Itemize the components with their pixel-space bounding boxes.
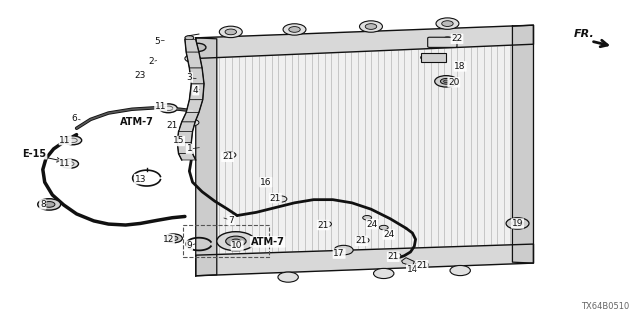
FancyBboxPatch shape (428, 37, 457, 47)
Polygon shape (182, 112, 199, 122)
Circle shape (442, 21, 453, 27)
Circle shape (189, 43, 206, 52)
Text: 21: 21 (356, 236, 367, 245)
Circle shape (217, 232, 255, 251)
Text: 2: 2 (148, 57, 154, 66)
Text: 17: 17 (333, 249, 345, 258)
Polygon shape (185, 39, 199, 52)
Polygon shape (513, 25, 534, 263)
Text: 8: 8 (40, 200, 45, 209)
Circle shape (220, 26, 243, 38)
Polygon shape (401, 258, 414, 266)
Text: 24: 24 (383, 230, 394, 239)
Circle shape (185, 36, 194, 40)
Text: 21: 21 (388, 252, 399, 261)
Circle shape (420, 54, 433, 61)
Circle shape (164, 234, 182, 243)
Text: 21: 21 (317, 220, 329, 229)
Text: 14: 14 (406, 265, 418, 274)
Text: 21: 21 (269, 194, 281, 203)
Circle shape (363, 215, 372, 220)
Text: 23: 23 (134, 71, 146, 80)
Text: 1: 1 (186, 144, 192, 153)
Circle shape (435, 76, 458, 87)
Circle shape (512, 220, 524, 226)
Bar (183, 225, 269, 257)
Circle shape (159, 104, 177, 113)
Text: 21: 21 (222, 152, 234, 161)
Text: 19: 19 (512, 219, 524, 228)
Circle shape (289, 27, 300, 32)
Circle shape (38, 199, 61, 210)
Polygon shape (179, 154, 196, 160)
Polygon shape (177, 142, 193, 154)
Circle shape (388, 252, 401, 259)
Polygon shape (186, 52, 202, 68)
Circle shape (278, 272, 298, 282)
Circle shape (232, 239, 241, 244)
Text: 11: 11 (60, 135, 71, 145)
Text: 3: 3 (186, 73, 192, 82)
Circle shape (506, 218, 529, 229)
Circle shape (223, 152, 236, 158)
Circle shape (440, 78, 452, 84)
Polygon shape (186, 100, 203, 112)
Text: 22: 22 (451, 34, 463, 43)
Circle shape (415, 261, 428, 268)
Polygon shape (177, 132, 193, 142)
Text: 10: 10 (232, 241, 243, 250)
Text: E-15: E-15 (22, 149, 47, 159)
Circle shape (365, 24, 377, 29)
Circle shape (169, 236, 178, 241)
Circle shape (186, 119, 199, 126)
Circle shape (334, 245, 353, 255)
Text: FR.: FR. (574, 29, 595, 39)
Text: 9: 9 (186, 241, 192, 250)
Polygon shape (189, 68, 204, 84)
Text: TX64B0510: TX64B0510 (581, 302, 629, 311)
Polygon shape (196, 38, 217, 276)
Text: 15: 15 (173, 136, 184, 146)
Polygon shape (196, 25, 534, 59)
Text: 24: 24 (367, 220, 378, 228)
Text: 4: 4 (193, 86, 198, 95)
Circle shape (356, 237, 369, 244)
Text: 5: 5 (155, 36, 161, 45)
Text: 20: 20 (448, 78, 460, 87)
Circle shape (61, 159, 79, 168)
Text: 12: 12 (163, 235, 174, 244)
Text: 21: 21 (166, 121, 178, 130)
Text: ATM-7: ATM-7 (251, 237, 285, 247)
Text: 11: 11 (155, 101, 166, 111)
Circle shape (436, 18, 459, 29)
Circle shape (444, 80, 449, 83)
Circle shape (319, 221, 332, 227)
Circle shape (360, 21, 383, 32)
Circle shape (444, 37, 451, 41)
Circle shape (274, 196, 287, 202)
Circle shape (380, 225, 388, 230)
Polygon shape (179, 122, 195, 132)
Circle shape (225, 29, 237, 35)
Circle shape (44, 202, 55, 207)
Circle shape (64, 136, 82, 145)
Text: 21: 21 (416, 261, 428, 270)
Polygon shape (199, 27, 531, 274)
Text: 6: 6 (72, 114, 77, 123)
Text: 18: 18 (454, 62, 466, 71)
Circle shape (374, 268, 394, 278)
Polygon shape (189, 84, 204, 100)
Text: 16: 16 (260, 178, 271, 187)
Text: 11: 11 (60, 159, 71, 168)
Text: 7: 7 (228, 216, 234, 225)
Text: ATM-7: ATM-7 (120, 117, 154, 127)
Circle shape (226, 236, 246, 246)
Circle shape (430, 39, 442, 45)
Circle shape (283, 24, 306, 35)
Text: 13: 13 (134, 174, 146, 184)
Polygon shape (196, 244, 534, 276)
Circle shape (450, 266, 470, 276)
Polygon shape (420, 53, 446, 62)
